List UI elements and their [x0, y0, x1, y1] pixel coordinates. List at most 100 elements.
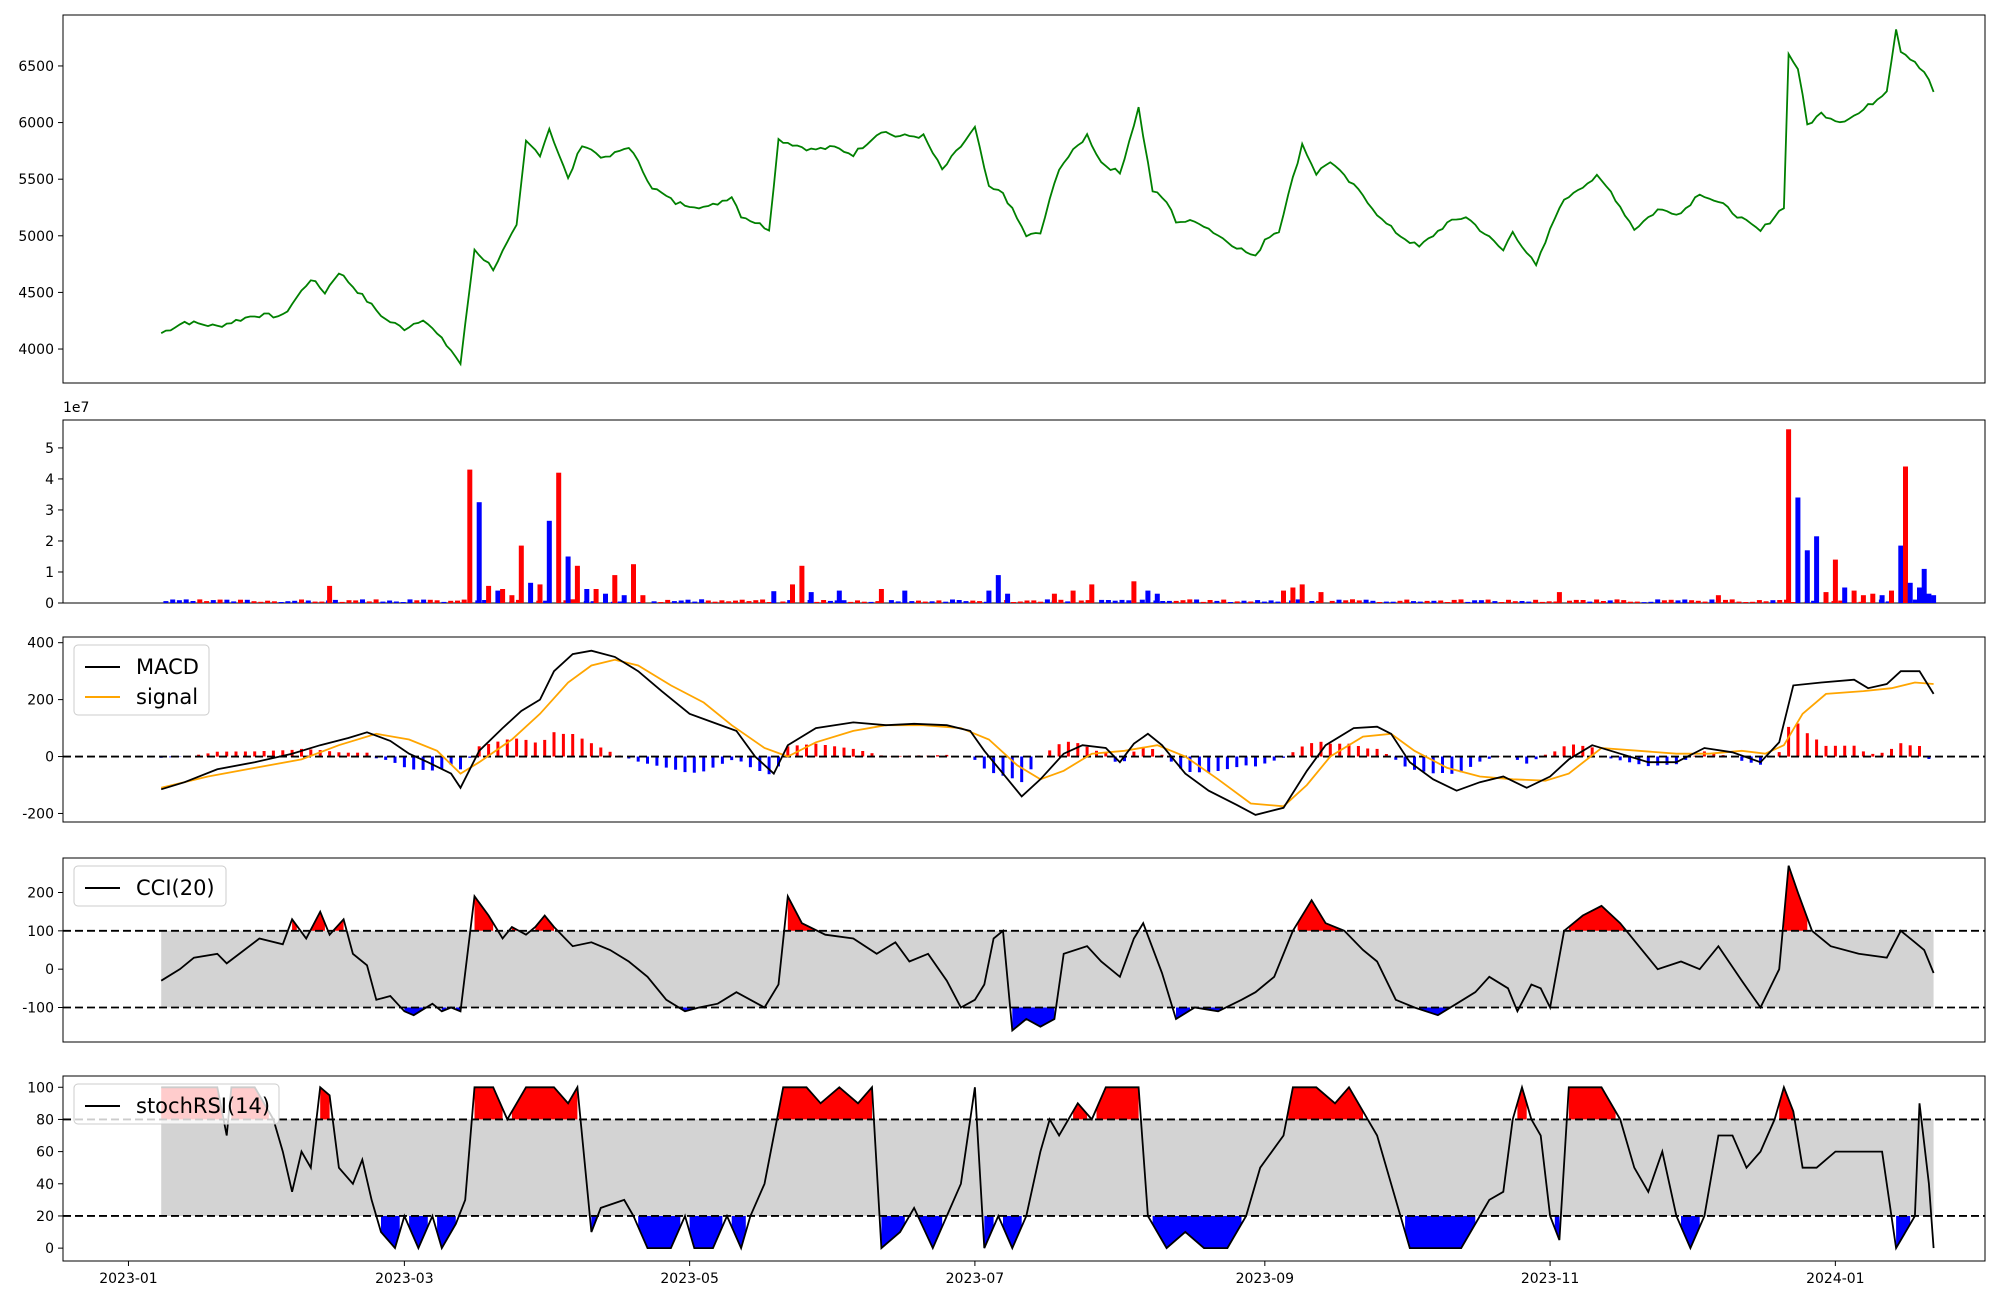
volume-bar: [827, 600, 833, 603]
volume-bar: [1228, 602, 1233, 603]
volume-bar: [1145, 590, 1151, 603]
macd-histogram-bar: [1188, 756, 1192, 772]
volume-bar: [197, 599, 203, 603]
volume-bar: [1065, 601, 1071, 603]
oversold-fill: [381, 1216, 400, 1249]
volume-bar: [1275, 601, 1281, 603]
volume-bar: [1736, 601, 1742, 603]
macd-histogram-bar: [1244, 756, 1248, 766]
volume-bar: [799, 565, 805, 603]
oversold-fill: [1405, 1216, 1476, 1249]
macd-histogram-bar: [1282, 756, 1285, 758]
volume-bar: [780, 601, 786, 603]
volume-bar: [299, 599, 304, 603]
volume-bar: [1668, 599, 1674, 603]
x-tick-label: 2023-11: [1521, 1271, 1580, 1287]
macd-histogram-bar: [1394, 756, 1398, 760]
y-tick-label: 0: [45, 750, 54, 766]
price-frame: [62, 14, 1986, 384]
neutral-band: [161, 1119, 1934, 1216]
volume-bar: [1912, 599, 1918, 603]
macd-histogram-bar: [1562, 746, 1566, 757]
macd-histogram-bar: [982, 756, 986, 769]
legend-label: signal: [136, 685, 198, 709]
macd-histogram-bar: [823, 745, 827, 757]
volume-bar: [950, 599, 955, 603]
volume-bar: [1648, 601, 1654, 603]
volume-bar: [1556, 592, 1562, 603]
volume-bar: [1187, 599, 1193, 603]
macd-histogram-bar: [1590, 747, 1594, 757]
macd-histogram-bar: [524, 739, 528, 757]
volume-bar: [1200, 601, 1206, 603]
overbought-fill: [320, 1087, 330, 1120]
x-tick-label: 2023-09: [1236, 1271, 1295, 1287]
oversold-fill: [1681, 1216, 1700, 1249]
y-offset-label: 1e7: [63, 400, 89, 416]
volume-bar: [916, 600, 921, 603]
volume-bar: [546, 520, 552, 603]
volume-bar: [1154, 593, 1160, 603]
volume-bar: [1851, 590, 1857, 603]
volume-bar: [1628, 601, 1633, 603]
macd-histogram-bar: [1197, 756, 1201, 773]
volume-bar: [1377, 602, 1383, 603]
volume-bar: [909, 601, 915, 603]
macd-histogram-bar: [440, 756, 444, 769]
stochrsi-line: [161, 1084, 1935, 1251]
volume-bar: [685, 599, 691, 603]
volume-bar: [1903, 466, 1908, 603]
volume-bar: [584, 589, 590, 603]
volume-bar: [1255, 600, 1261, 603]
macd-histogram-bar: [1861, 751, 1865, 757]
volume-bar: [1709, 599, 1715, 603]
volume-bar: [327, 585, 333, 603]
volume-bar: [726, 601, 732, 603]
volume-bar: [1011, 602, 1016, 603]
volume-bar: [970, 600, 976, 603]
volume-bar: [1024, 600, 1030, 603]
macd-histogram-bar: [1824, 745, 1828, 757]
volume-bar: [1411, 601, 1416, 603]
volume-bar: [1838, 600, 1844, 603]
volume-bar: [1356, 600, 1362, 603]
volume-bar: [760, 599, 766, 603]
macd-histogram-bar: [328, 751, 332, 757]
macd-histogram-bar: [870, 753, 874, 757]
volume-bar: [305, 600, 311, 603]
volume-bar: [1166, 600, 1172, 603]
volume-bar: [612, 575, 618, 603]
macd-histogram-bar: [1899, 743, 1903, 757]
volume-bar: [427, 599, 433, 603]
volume-bar: [366, 601, 372, 603]
y-tick-label: 100: [27, 1080, 54, 1096]
macd-histogram-bar: [225, 751, 229, 757]
volume-bar: [841, 600, 847, 603]
macd-histogram-bar: [1169, 756, 1173, 762]
volume-bar: [1472, 600, 1478, 603]
y-tick-label: 200: [27, 886, 54, 902]
volume-bar: [692, 601, 698, 603]
volume-bar: [1795, 497, 1801, 603]
volume-bar: [1451, 599, 1457, 603]
volume-bar: [1634, 601, 1640, 603]
volume-bar: [1383, 601, 1389, 603]
volume-bar: [1005, 593, 1011, 603]
volume-bar: [590, 601, 596, 603]
y-tick-label: 80: [36, 1112, 54, 1128]
macd-histogram-bar: [646, 756, 649, 764]
macd-histogram-bar: [655, 756, 659, 766]
volume-bar: [565, 556, 571, 603]
overbought-fill: [474, 1087, 503, 1120]
volume-bar: [574, 565, 580, 603]
y-tick-label: 5000: [18, 229, 54, 245]
oversold-fill: [1896, 1216, 1911, 1249]
volume-bar: [1099, 599, 1105, 603]
volume-bar: [1587, 601, 1593, 603]
volume-bar: [278, 602, 284, 603]
volume-bar: [482, 600, 488, 603]
macd-histogram-bar: [468, 756, 472, 758]
macd-histogram-bar: [300, 748, 303, 757]
volume-bar: [1889, 590, 1894, 603]
overbought-fill: [1096, 1087, 1139, 1120]
